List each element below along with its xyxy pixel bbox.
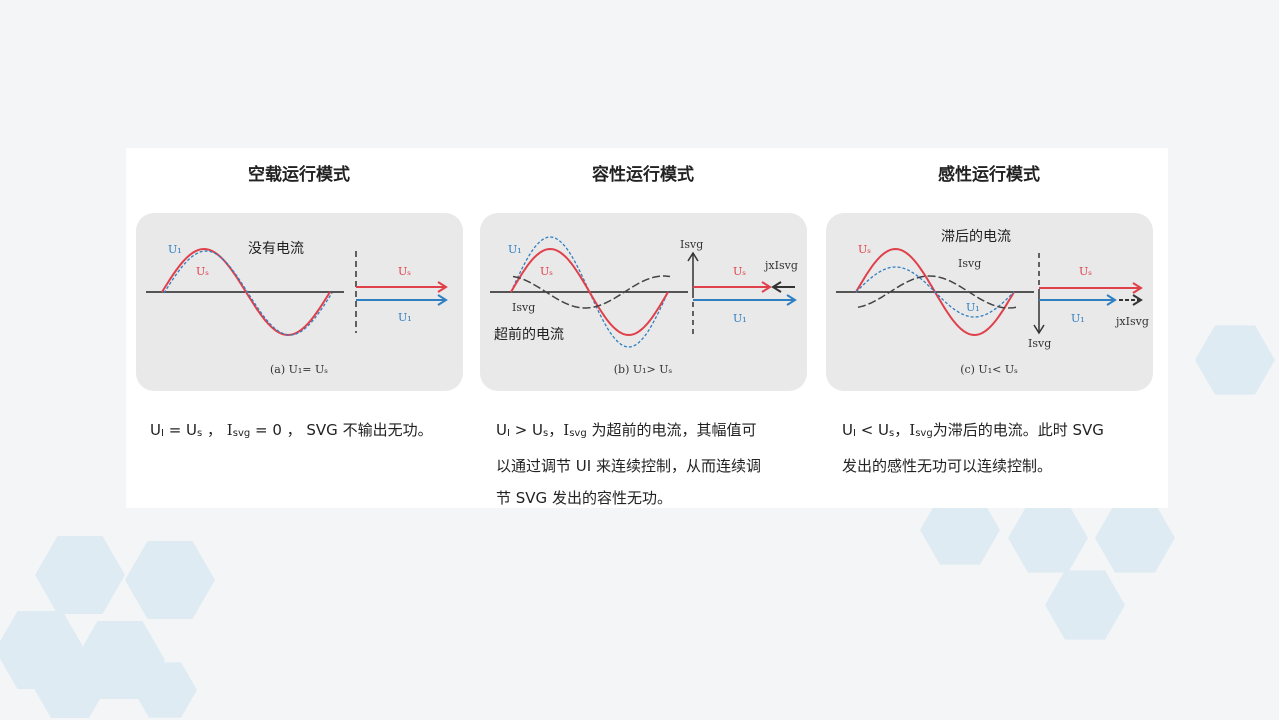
ui-phasor-head bbox=[1106, 294, 1117, 306]
subscript: s bbox=[543, 428, 549, 439]
us-phasor-head bbox=[1132, 282, 1143, 294]
waveform-diagram: U₁ Uₛ 没有电流 Uₛ U₁ (a) U₁= Uₛ bbox=[136, 213, 463, 391]
hexagon bbox=[32, 652, 108, 718]
ui-wave bbox=[510, 236, 669, 348]
us-phasor-label: Uₛ bbox=[733, 265, 746, 278]
us-wave bbox=[161, 247, 331, 337]
i-symbol: I bbox=[563, 421, 570, 439]
mode-title: 容性运行模式 bbox=[592, 165, 694, 185]
hexagon bbox=[1095, 503, 1175, 573]
mode-description: UI = Us ， Isvg = 0 ， SVG 不输出无功。 bbox=[150, 414, 470, 450]
diagram-caption: (c) U₁< Uₛ bbox=[960, 363, 1018, 376]
isvg-phasor-label: Isvg bbox=[1028, 337, 1051, 350]
isvg-wave bbox=[857, 275, 1017, 309]
diagram-caption: (a) U₁= Uₛ bbox=[270, 363, 328, 376]
hexagon bbox=[125, 541, 215, 619]
desc-text: 为滞后的电流。此时 SVG bbox=[932, 421, 1104, 439]
ui-phasor-head bbox=[786, 294, 797, 306]
mode-title: 感性运行模式 bbox=[938, 165, 1040, 185]
lagging-current-note: 滞后的电流 bbox=[941, 229, 1011, 245]
subscript: svg bbox=[915, 428, 933, 439]
us-phasor-label: Uₛ bbox=[1079, 265, 1092, 278]
separator: ， bbox=[894, 421, 910, 439]
us-wave bbox=[510, 247, 669, 337]
waveform-diagram: U₁ Uₛ Isvg 超前的电流 Isvg Uₛ jxIsvg U₁ (b) U₁> Uₛ bbox=[480, 213, 807, 391]
u-symbol: U bbox=[496, 421, 507, 439]
jx-isvg-label: jxIsvg bbox=[1114, 315, 1149, 328]
isvg-label: Isvg bbox=[958, 257, 981, 270]
separator: ， bbox=[202, 421, 227, 439]
isvg-wave bbox=[512, 275, 671, 309]
separator: ， bbox=[548, 421, 564, 439]
us-phasor-head bbox=[437, 281, 448, 293]
desc-text: 为超前的电流，其幅值可 bbox=[586, 421, 757, 439]
leading-current-note: 超前的电流 bbox=[494, 326, 564, 343]
desc-line-2: 发出的感性无功可以连续控制。 bbox=[842, 457, 1053, 475]
jx-isvg-label: jxIsvg bbox=[763, 259, 798, 272]
ui-phasor-label: U₁ bbox=[398, 311, 412, 324]
mode-description: UI > Us，Isvg 为超前的电流，其幅值可 以通过调节 UI 来连续控制，从… bbox=[496, 414, 816, 514]
waveform-diagram: Uₛ Isvg U₁ 滞后的电流 Isvg Uₛ U₁ jxIsvg (c) U₁< Uₛ bbox=[826, 213, 1153, 391]
desc-line-2: 以通过调节 UI 来连续控制，从而连续调 bbox=[496, 457, 761, 475]
isvg-phasor-head bbox=[1033, 324, 1045, 335]
operator: < U bbox=[855, 421, 890, 439]
subscript: I bbox=[160, 428, 164, 439]
jx-isvg-phasor-head bbox=[771, 281, 782, 293]
mode-title: 空载运行模式 bbox=[248, 165, 350, 185]
hexagon bbox=[920, 495, 1000, 565]
ui-phasor-head bbox=[437, 294, 448, 306]
isvg-label: Isvg bbox=[512, 301, 535, 314]
mode-description: UI < Us，Isvg为滞后的电流。此时 SVG 发出的感性无功可以连续控制。 bbox=[842, 414, 1162, 482]
subscript: svg bbox=[232, 428, 251, 439]
isvg-phasor-label: Isvg bbox=[680, 238, 703, 251]
ui-phasor-label: U₁ bbox=[733, 312, 747, 325]
hexagon bbox=[1008, 503, 1088, 573]
us-phasor-head bbox=[761, 281, 772, 293]
ui-label: U₁ bbox=[168, 243, 182, 256]
ui-phasor-label: U₁ bbox=[1071, 312, 1085, 325]
ui-label: U₁ bbox=[966, 301, 980, 314]
u-symbol: U bbox=[150, 421, 161, 439]
hexagon bbox=[35, 536, 125, 614]
ui-wave bbox=[163, 250, 333, 336]
desc-text: = 0 ， SVG 不输出无功。 bbox=[250, 421, 433, 439]
hexagon bbox=[1195, 325, 1275, 395]
subscript: s bbox=[889, 428, 895, 439]
hexagon bbox=[1045, 570, 1125, 640]
operator: = U bbox=[163, 421, 198, 439]
i-symbol: I bbox=[226, 421, 233, 439]
operator: > U bbox=[509, 421, 544, 439]
jx-isvg-phasor-head bbox=[1132, 294, 1143, 306]
slide-card: 空载运行模式 U₁ Uₛ 没有电流 Uₛ U₁ (a) U₁= Uₛ UI = Us ， … bbox=[126, 148, 1168, 508]
no-current-note: 没有电流 bbox=[248, 241, 304, 257]
us-phasor-label: Uₛ bbox=[398, 265, 411, 278]
subscript: s bbox=[197, 428, 203, 439]
u-symbol: U bbox=[842, 421, 853, 439]
subscript: I bbox=[506, 428, 510, 439]
desc-line-3: 节 SVG 发出的容性无功。 bbox=[496, 489, 672, 507]
subscript: svg bbox=[569, 428, 587, 439]
isvg-phasor-head bbox=[687, 251, 699, 262]
us-label: Uₛ bbox=[540, 265, 553, 278]
us-label: Uₛ bbox=[196, 265, 209, 278]
subscript: I bbox=[852, 428, 856, 439]
ui-label: U₁ bbox=[508, 243, 522, 256]
hexagon bbox=[133, 662, 197, 718]
i-symbol: I bbox=[909, 421, 916, 439]
ui-wave bbox=[855, 266, 1015, 318]
us-label: Uₛ bbox=[858, 243, 871, 256]
diagram-caption: (b) U₁> Uₛ bbox=[614, 363, 673, 376]
